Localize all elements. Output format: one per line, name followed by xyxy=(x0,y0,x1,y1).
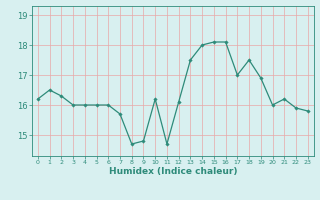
X-axis label: Humidex (Indice chaleur): Humidex (Indice chaleur) xyxy=(108,167,237,176)
